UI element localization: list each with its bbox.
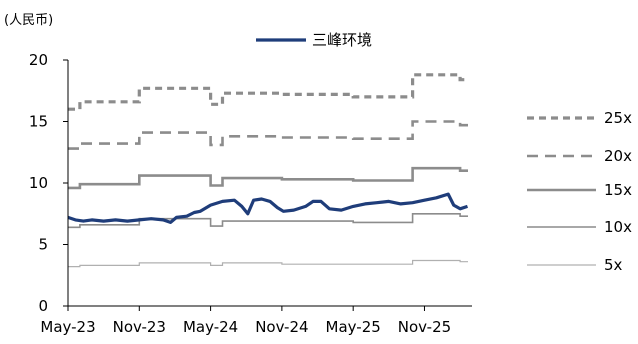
price-line [67,192,468,224]
legend-top: 三峰环境 [256,31,372,49]
x-tick-label: Nov-24 [255,318,308,336]
band-line-5x [68,259,468,268]
y-tick-label: 5 [38,236,48,254]
legend-label-25x: 25x [604,109,632,127]
plot-area [67,73,468,268]
legend-label-price: 三峰环境 [312,31,372,49]
legend-label-15x: 15x [604,181,632,199]
legend-right: 25x 20x 15x 10x 5x [527,109,632,274]
band-line-10x [68,213,468,229]
band-line-25x [68,73,468,111]
x-tick-label: Nov-23 [113,318,166,336]
y-tick-label: 10 [29,174,48,192]
band-line-15x [68,166,468,190]
unit-label: (人民币) [4,13,53,28]
x-tick-label: May-25 [326,318,381,336]
x-tick-label: May-24 [183,318,238,336]
band-line-20x [68,120,468,150]
y-tick-label: 15 [29,113,48,131]
legend-label-10x: 10x [604,218,632,236]
axes: 0 5 10 15 20 May-23 Nov-23 May-24 Nov-24 May-25 No… [29,51,472,336]
legend-label-20x: 20x [604,147,632,165]
legend-label-5x: 5x [604,256,623,274]
x-tick-label: May-23 [40,318,95,336]
x-tick-label: Nov-25 [398,318,451,336]
y-tick-label: 20 [29,51,48,69]
y-tick-label: 0 [38,297,48,315]
